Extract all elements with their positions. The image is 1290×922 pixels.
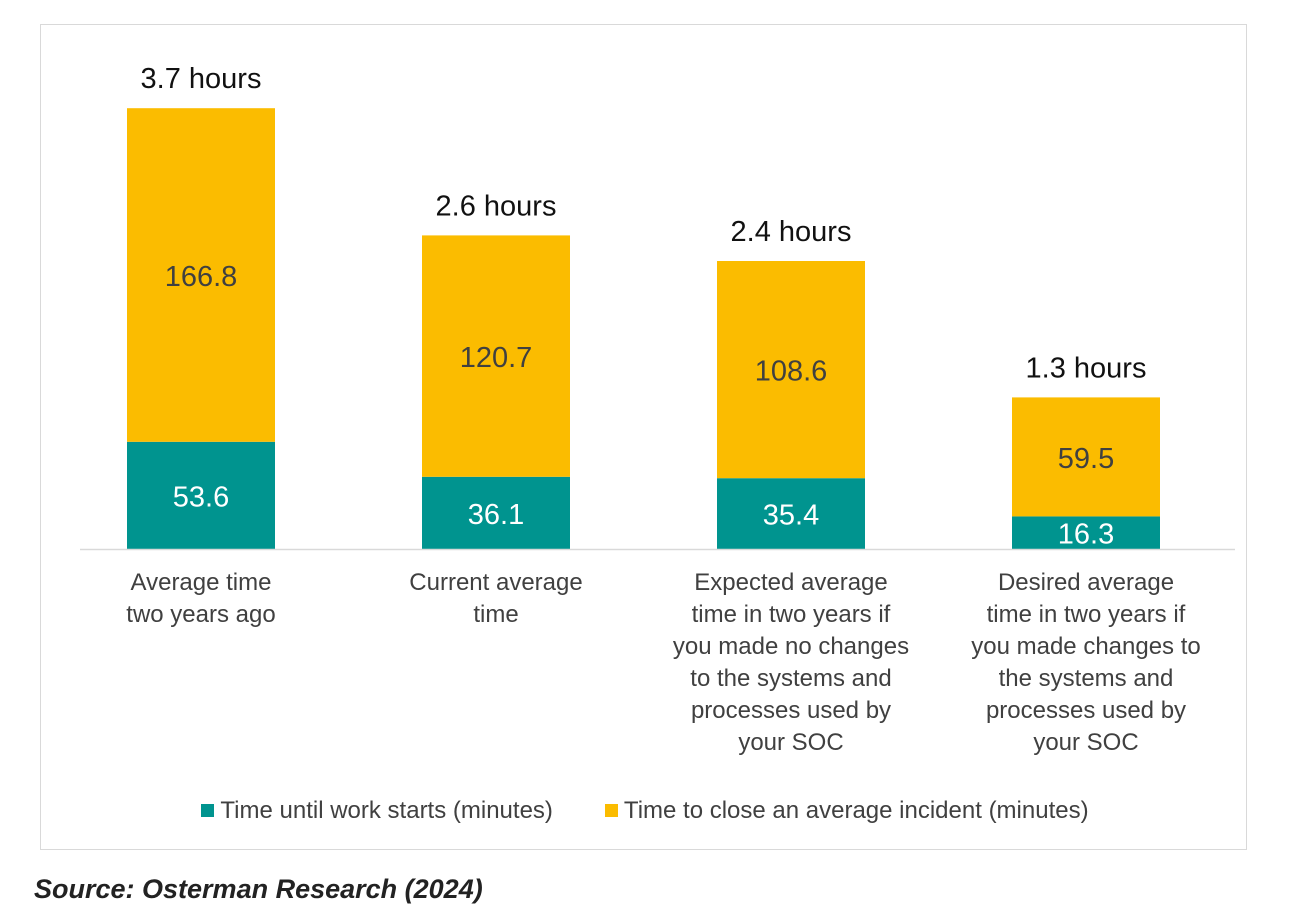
- data-label: 35.4: [763, 500, 819, 532]
- source-note: Source: Osterman Research (2024): [34, 874, 483, 904]
- bar-segment: [127, 441, 275, 549]
- legend-swatch: [201, 804, 215, 817]
- bar-segment: [1012, 397, 1160, 517]
- data-label: 36.1: [468, 499, 524, 531]
- bar-segment: [422, 235, 570, 477]
- legend-entry: Time until work starts (minutes): [201, 797, 553, 825]
- total-label: 1.3 hours: [1026, 352, 1147, 384]
- data-label: 59.5: [1058, 443, 1114, 475]
- chart-frame: [40, 24, 1247, 850]
- legend-label: Time until work starts (minutes): [220, 796, 553, 824]
- data-label: 120.7: [460, 342, 533, 374]
- bar-segment: [717, 261, 865, 479]
- bar-segment: [1012, 516, 1160, 549]
- bar-segment: [422, 476, 570, 549]
- data-label: 108.6: [755, 356, 828, 388]
- total-label: 2.6 hours: [436, 190, 557, 222]
- x-tick-label: Average time two years ago: [126, 569, 276, 628]
- x-tick-label: Desired average time in two years if you m…: [971, 569, 1201, 756]
- data-label: 53.6: [173, 481, 229, 513]
- legend-entry: Time to close an average incident (minut…: [604, 796, 1089, 825]
- bar-segment: [717, 478, 865, 549]
- total-label: 2.4 hours: [731, 216, 852, 248]
- legend: Time until work starts (minutes) Time to …: [0, 796, 1290, 825]
- bar-segment: [127, 108, 275, 442]
- legend-label: Time to close an average incident (minut…: [623, 796, 1089, 824]
- total-label: 3.7 hours: [141, 63, 262, 95]
- legend-swatch: [604, 804, 618, 817]
- data-label: 16.3: [1058, 519, 1114, 551]
- data-label: 166.8: [165, 261, 238, 293]
- x-tick-label: Current average time: [409, 569, 583, 628]
- x-tick-label: Expected average time in two years if you …: [672, 569, 910, 756]
